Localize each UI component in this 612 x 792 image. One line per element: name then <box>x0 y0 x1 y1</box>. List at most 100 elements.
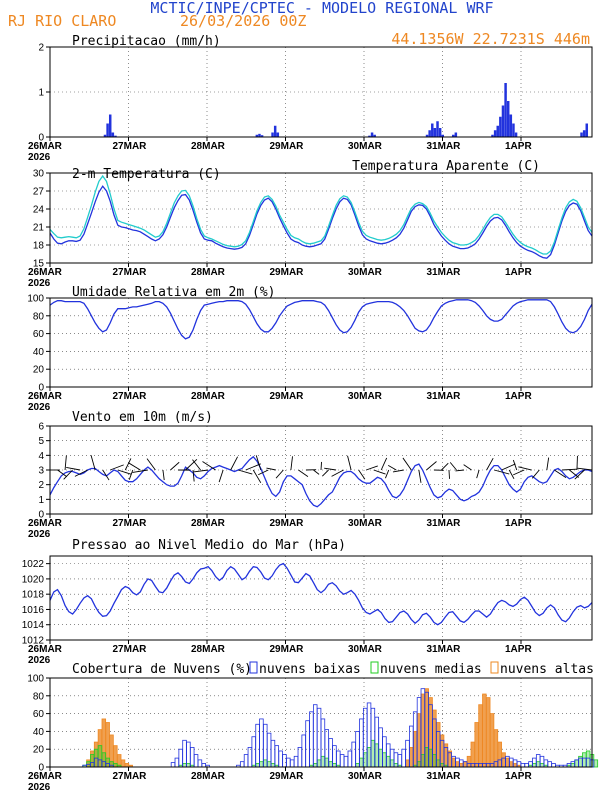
wind-arrow <box>373 469 386 475</box>
bar-nuvens-medias <box>105 757 110 768</box>
station-name: RJ RIO CLARO <box>8 12 116 30</box>
y-tick-label: 30 <box>33 169 45 180</box>
bar-nuvens-baixas <box>178 748 183 768</box>
wind-arrow <box>574 469 585 480</box>
bar-nuvens-baixas <box>174 757 180 768</box>
series-line-Umidade-Relativa <box>49 299 593 340</box>
x-tick-label: 30MAR <box>348 771 383 782</box>
bar-nuvens-medias <box>270 763 276 768</box>
bar-precip <box>506 101 510 137</box>
wind-arrow <box>252 469 262 484</box>
bar-nuvens-altas <box>405 759 410 768</box>
wind-arrow <box>63 469 73 480</box>
series-line-Temperatura-Aparente-(C) <box>49 174 593 255</box>
y-tick-label: 1 <box>38 88 44 99</box>
x-tick-label: 30MAR <box>348 267 383 278</box>
wind-arrow <box>320 461 322 471</box>
y-tick-label: 1016 <box>22 605 45 616</box>
x-tick-label: 31MAR <box>427 644 462 655</box>
wind-arrow <box>531 469 540 479</box>
bar-nuvens-medias <box>259 761 264 768</box>
bar-nuvens-medias <box>532 763 537 768</box>
bar-nuvens-medias <box>436 759 441 768</box>
wind-arrow <box>258 469 269 476</box>
wind-arrow <box>512 459 518 471</box>
bar-nuvens-medias <box>355 763 360 768</box>
wind-arrow <box>202 461 216 471</box>
bar-precip <box>273 125 277 137</box>
wind-arrow <box>347 455 352 471</box>
y-tick-label: 40 <box>33 727 45 738</box>
axes-frame <box>49 172 593 264</box>
bar-precip <box>491 134 494 137</box>
wind-arrow <box>449 462 457 471</box>
y-tick-label: 5 <box>38 436 44 447</box>
x-tick-label: 1APR <box>505 771 532 782</box>
x-tick-label: 29MAR <box>270 518 305 529</box>
bar-precip <box>114 135 117 137</box>
legend-swatch-high-clouds <box>490 661 499 674</box>
bar-precip <box>509 114 513 137</box>
wind-arrow <box>275 469 284 479</box>
bar-nuvens-baixas <box>305 720 310 768</box>
y-tick-label: 100 <box>27 674 44 685</box>
bar-nuvens-medias <box>332 763 337 768</box>
bar-precip <box>425 134 429 137</box>
bar-nuvens-baixas <box>282 754 287 768</box>
y-tick-label: 4 <box>38 451 44 462</box>
y-tick-label: 100 <box>27 294 44 305</box>
panel-temp: 15 18 21 24 27 30 26MAR 27MAR 28MAR 29MAR 30MAR 31M… <box>28 169 593 289</box>
x-year-label: 2026 <box>28 529 51 540</box>
bar-precip <box>373 134 376 137</box>
bar-precip <box>258 133 261 137</box>
wind-arrow <box>146 458 156 471</box>
y-tick-label: 3 <box>38 466 44 477</box>
bar-nuvens-baixas <box>197 759 203 768</box>
wind-arrow <box>66 467 81 471</box>
panel-precip: 0 1 2 26MAR 27MAR 28MAR 29MAR 30MAR 31MAR 1APR 202… <box>28 43 593 163</box>
x-tick-label: 28MAR <box>191 141 226 152</box>
y-tick-label: 60 <box>33 709 45 720</box>
x-tick-label: 29MAR <box>270 771 305 782</box>
bar-precip <box>436 121 439 137</box>
panel-wind: 0 1 2 3 4 5 6 26MAR 27MAR 28MAR 29MAR 30MAR 31MAR 1AP… <box>28 422 593 540</box>
wind-arrow <box>518 466 532 471</box>
wind-arrow <box>128 462 141 471</box>
legend-low-clouds: nuvens baixas <box>259 662 361 677</box>
y-tick-label: 80 <box>33 691 45 702</box>
x-tick-label: 1APR <box>505 267 532 278</box>
bar-nuvens-medias <box>109 761 114 768</box>
bar-precip <box>582 130 586 137</box>
bar-nuvens-altas <box>412 731 418 768</box>
bar-nuvens-baixas <box>259 718 264 768</box>
y-tick-label: 1020 <box>22 574 45 585</box>
bar-precip <box>271 132 274 137</box>
bar-nuvens-baixas <box>297 747 303 768</box>
y-tick-label: 1014 <box>22 620 45 631</box>
bar-nuvens-medias <box>420 754 426 768</box>
wind-arrow <box>245 463 261 471</box>
wind-arrow <box>124 458 132 471</box>
wind-arrow <box>324 467 337 471</box>
x-tick-label: 29MAR <box>270 141 305 152</box>
panel-pres: 1012 1014 1016 1018 1020 1022 26MAR 27MAR 28MAR 2… <box>22 555 593 666</box>
wind-arrow <box>57 469 68 478</box>
bar-nuvens-medias <box>97 745 103 768</box>
wind-arrow <box>298 469 309 477</box>
bar-nuvens-altas <box>474 722 479 768</box>
wind-arrow <box>418 469 422 483</box>
axes-frame <box>49 297 593 388</box>
y-tick-label: 20 <box>33 745 45 756</box>
bar-nuvens-baixas <box>193 754 199 768</box>
bar-nuvens-medias <box>393 763 399 768</box>
series-line-2-m-Temperatura-(C) <box>49 185 593 259</box>
y-tick-label: 15 <box>33 259 45 270</box>
bar-nuvens-baixas <box>255 723 260 768</box>
y-tick-label: 0 <box>38 383 44 394</box>
x-tick-label: 27MAR <box>113 141 148 152</box>
bar-nuvens-baixas <box>551 763 556 768</box>
x-tick-label: 1APR <box>505 644 532 655</box>
bar-nuvens-baixas <box>239 761 245 768</box>
wind-arrow <box>402 457 412 471</box>
bar-precip <box>493 130 497 137</box>
